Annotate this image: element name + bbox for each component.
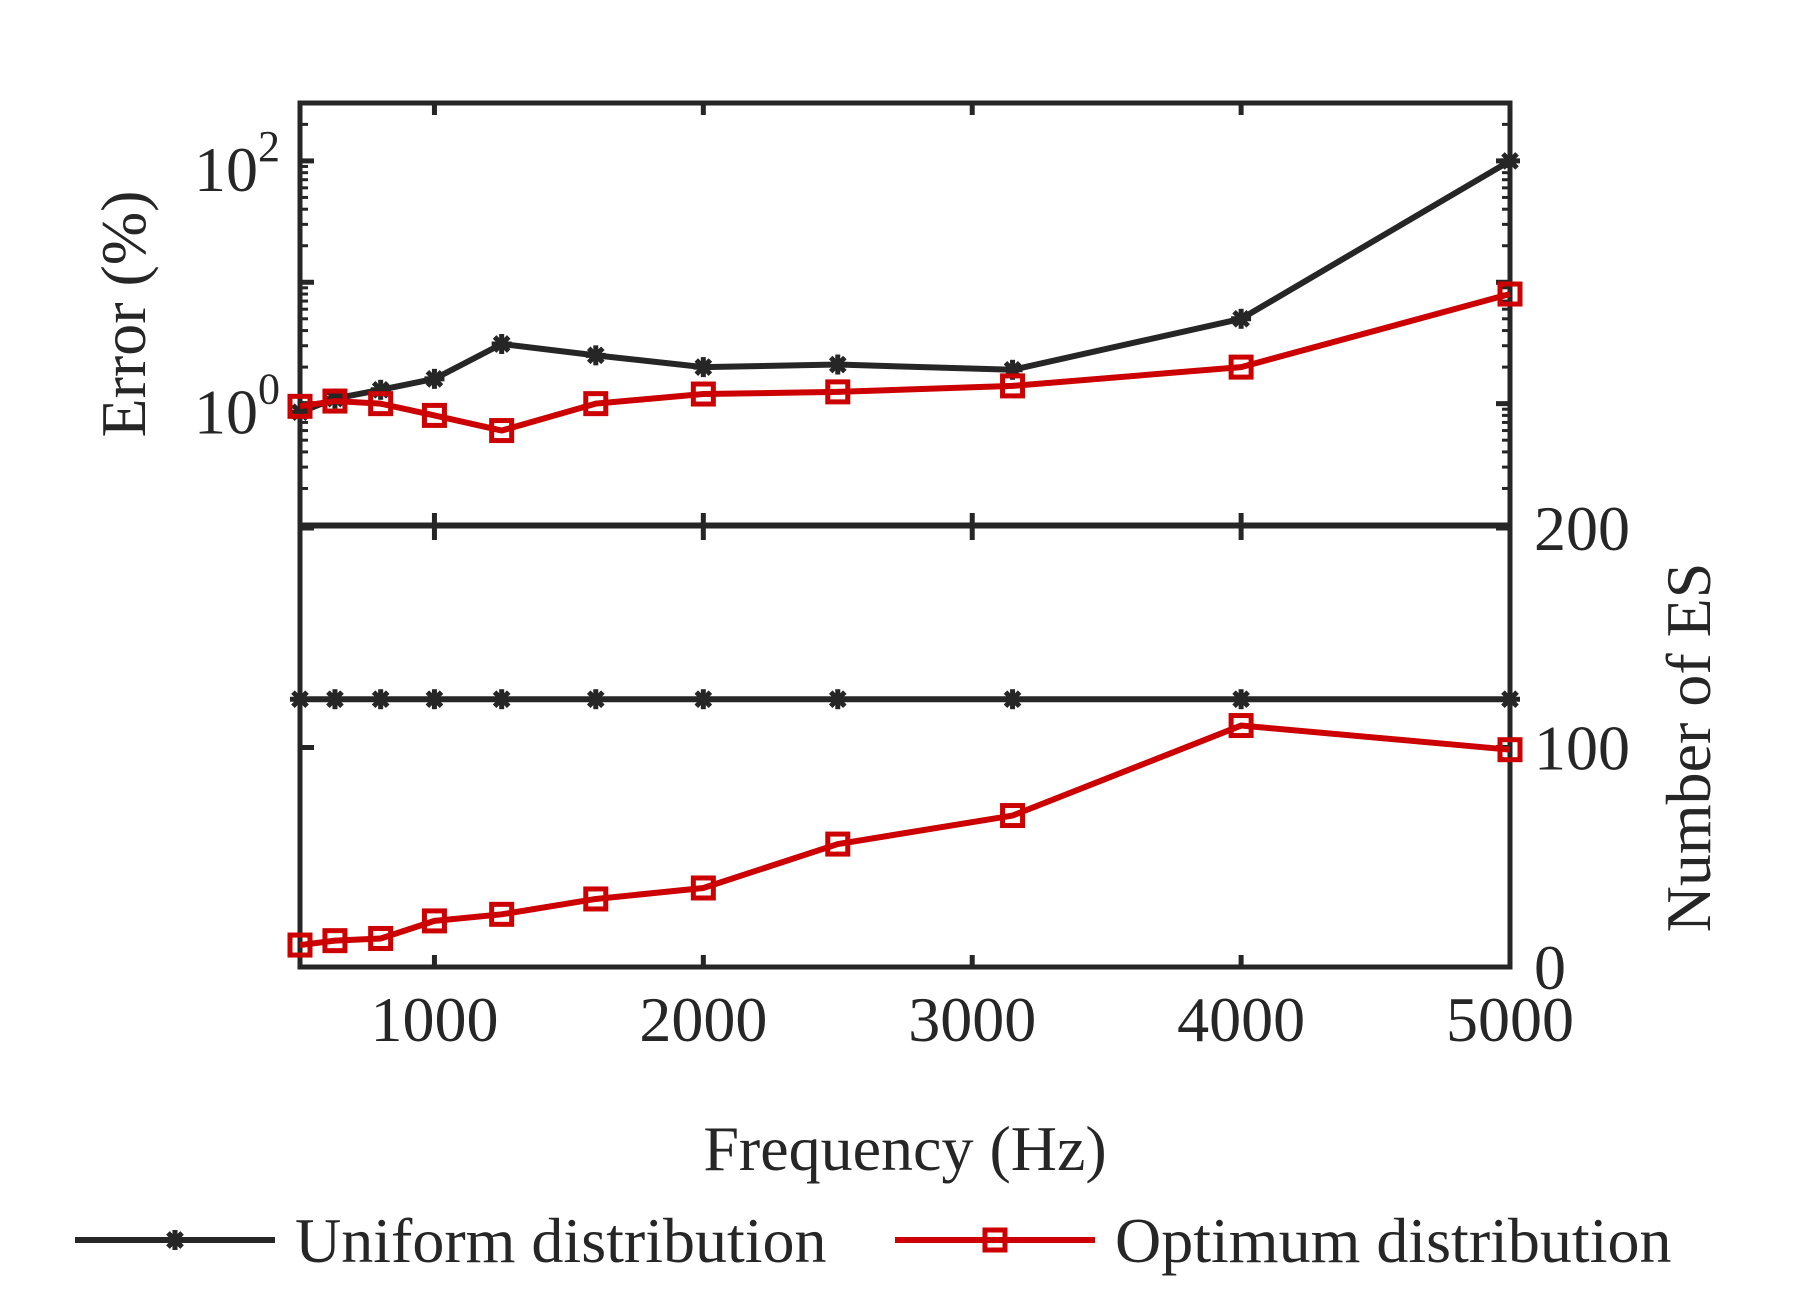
x-axis: 1000 2000 3000 4000 5000 (370, 984, 1574, 1055)
x-axis-label: Frequency (Hz) (703, 1113, 1106, 1184)
count-uniform-point (324, 689, 345, 710)
count-uniform-point (1231, 689, 1252, 710)
asterisk-core (1505, 155, 1515, 166)
error-optimum-point (1228, 354, 1254, 380)
error-uniform-point (1500, 150, 1520, 171)
asterisk-core (1236, 313, 1247, 324)
count-optimum-point (583, 886, 609, 912)
count-optimum-point (690, 875, 716, 901)
count-optimum-point (1228, 713, 1254, 739)
legend-optimum-label: Optimum distribution (1115, 1205, 1671, 1276)
asterisk-core (1236, 694, 1247, 705)
legend-uniform-label: Uniform distribution (295, 1205, 827, 1276)
error-uniform-point (827, 354, 848, 375)
error-y-tick-label: 102 (194, 122, 280, 205)
error-uniform-point (693, 357, 714, 378)
count-optimum-point (322, 928, 348, 954)
count-panel: 0 100 200 (287, 493, 1630, 1003)
asterisk-core (329, 694, 340, 705)
y-axis-label-error: Error (%) (88, 191, 159, 438)
count-uniform-point (1002, 689, 1023, 710)
asterisk-core (698, 694, 709, 705)
error-panel-frame (297, 100, 1513, 528)
asterisk-core (1505, 694, 1515, 705)
legend-optimum-marker (982, 1227, 1008, 1253)
error-optimum-point (583, 391, 609, 417)
error-uniform-point (585, 345, 606, 366)
count-optimum-line (299, 722, 1511, 949)
count-optimum-point (1497, 737, 1523, 763)
asterisk-core (590, 694, 601, 705)
count-y-tick-label: 0 (1534, 932, 1566, 1003)
asterisk-core (496, 339, 507, 350)
x-tick-label: 2000 (639, 984, 767, 1055)
legend: Uniform distribution Optimum distribution (75, 1205, 1671, 1276)
asterisk-core (170, 1235, 180, 1245)
error-optimum-point (421, 402, 447, 428)
count-uniform-point (585, 689, 606, 710)
x-tick-label: 5000 (1446, 984, 1574, 1055)
error-y-tick-exponent: 0 (258, 365, 280, 414)
asterisk-core (496, 694, 507, 705)
asterisk-core (429, 694, 440, 705)
count-uniform-point (693, 689, 714, 710)
count-uniform-point (827, 689, 848, 710)
asterisk-core (832, 694, 843, 705)
count-optimum-point (825, 831, 851, 857)
count-uniform-point (491, 689, 512, 710)
error-uniform-point (370, 379, 391, 400)
asterisk-core (429, 373, 440, 384)
x-tick-label: 3000 (908, 984, 1036, 1055)
count-uniform-point (1500, 689, 1520, 710)
error-optimum-point (1497, 281, 1523, 307)
count-optimum-point (287, 932, 313, 958)
asterisk-core (375, 694, 386, 705)
asterisk-core (295, 694, 305, 705)
count-y-tick-label: 100 (1534, 713, 1630, 784)
error-optimum-point (489, 418, 515, 444)
legend-uniform-marker (165, 1230, 185, 1250)
error-y-tick-base: 10 (194, 134, 258, 205)
count-uniform-point (290, 689, 310, 710)
asterisk-core (832, 359, 843, 370)
error-optimum-point (368, 391, 394, 417)
count-optimum-point (489, 901, 515, 927)
count-optimum-point (368, 925, 394, 951)
asterisk-core (1007, 694, 1018, 705)
asterisk-core (590, 350, 601, 361)
error-optimum-point (287, 393, 313, 419)
count-optimum-point (1000, 803, 1026, 829)
error-y-tick-exponent: 2 (258, 122, 280, 171)
error-uniform-point (424, 368, 445, 389)
asterisk-core (698, 362, 709, 373)
error-optimum-point (690, 381, 716, 407)
error-optimum-point (322, 388, 348, 414)
count-panel-frame (297, 523, 1513, 970)
count-uniform-point (370, 689, 391, 710)
count-optimum-point (421, 908, 447, 934)
x-tick-label: 1000 (370, 984, 498, 1055)
error-uniform-point (491, 334, 512, 355)
error-optimum-point (1000, 373, 1026, 399)
asterisk-core (1007, 364, 1018, 375)
error-optimum-line (299, 291, 1511, 434)
error-optimum-point (825, 379, 851, 405)
count-y-tick-label: 200 (1534, 493, 1630, 564)
error-y-tick-base: 10 (194, 377, 258, 448)
error-uniform-line (298, 158, 1512, 415)
error-y-tick-label: 100 (194, 365, 280, 448)
x-tick-label: 4000 (1177, 984, 1305, 1055)
error-uniform-point (1231, 308, 1252, 329)
y-axis-label-number-of-es: Number of ES (1653, 563, 1724, 933)
count-uniform-point (424, 689, 445, 710)
